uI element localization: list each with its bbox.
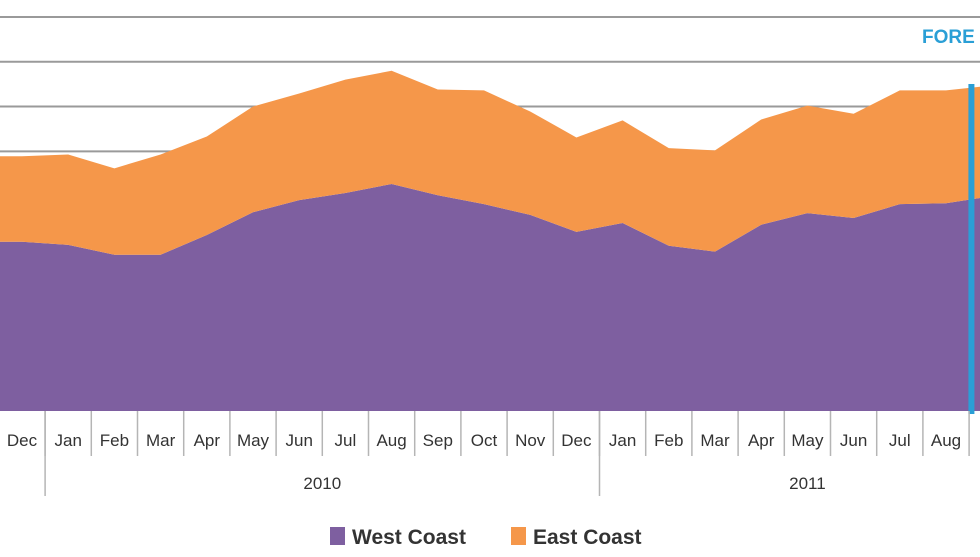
area-east-coast <box>0 70 980 255</box>
tick-label: Dec <box>561 431 592 450</box>
legend: West Coast East Coast <box>330 526 642 549</box>
tick-label: Jun <box>285 431 312 450</box>
legend-swatch-east-coast <box>511 527 526 545</box>
legend-label-west-coast: West Coast <box>352 526 466 549</box>
year-label: 2010 <box>303 474 341 493</box>
tick-label: Feb <box>654 431 683 450</box>
tick-label: Mar <box>146 431 176 450</box>
legend-label-east-coast: East Coast <box>533 526 642 549</box>
tick-label: Apr <box>748 431 775 450</box>
tick-label: Apr <box>194 431 221 450</box>
x-axis: Dec Jan Feb Mar Apr May Jun Jul Aug Sep Oct Nov Dec J… <box>7 411 970 496</box>
legend-swatch-west-coast <box>330 527 345 545</box>
tick-label: Dec <box>7 431 38 450</box>
tick-label: Sep <box>423 431 453 450</box>
forecast-label: FORE <box>922 27 975 48</box>
tick-label: May <box>237 431 270 450</box>
tick-label: Jan <box>54 431 81 450</box>
tick-label: Jul <box>335 431 357 450</box>
tick-label: Nov <box>515 431 546 450</box>
year-label: 2011 <box>789 474 826 493</box>
tick-label: Jul <box>889 431 911 450</box>
tick-label: May <box>791 431 824 450</box>
tick-label: Aug <box>376 431 406 450</box>
tick-label: Jan <box>609 431 636 450</box>
tick-label: Aug <box>931 431 961 450</box>
area-west-coast <box>0 184 980 411</box>
area-series <box>0 70 980 414</box>
tick-label: Mar <box>700 431 730 450</box>
tick-label: Feb <box>100 431 129 450</box>
tick-label: Jun <box>840 431 867 450</box>
tick-label: Oct <box>471 431 498 450</box>
forecast-marker <box>968 84 975 414</box>
